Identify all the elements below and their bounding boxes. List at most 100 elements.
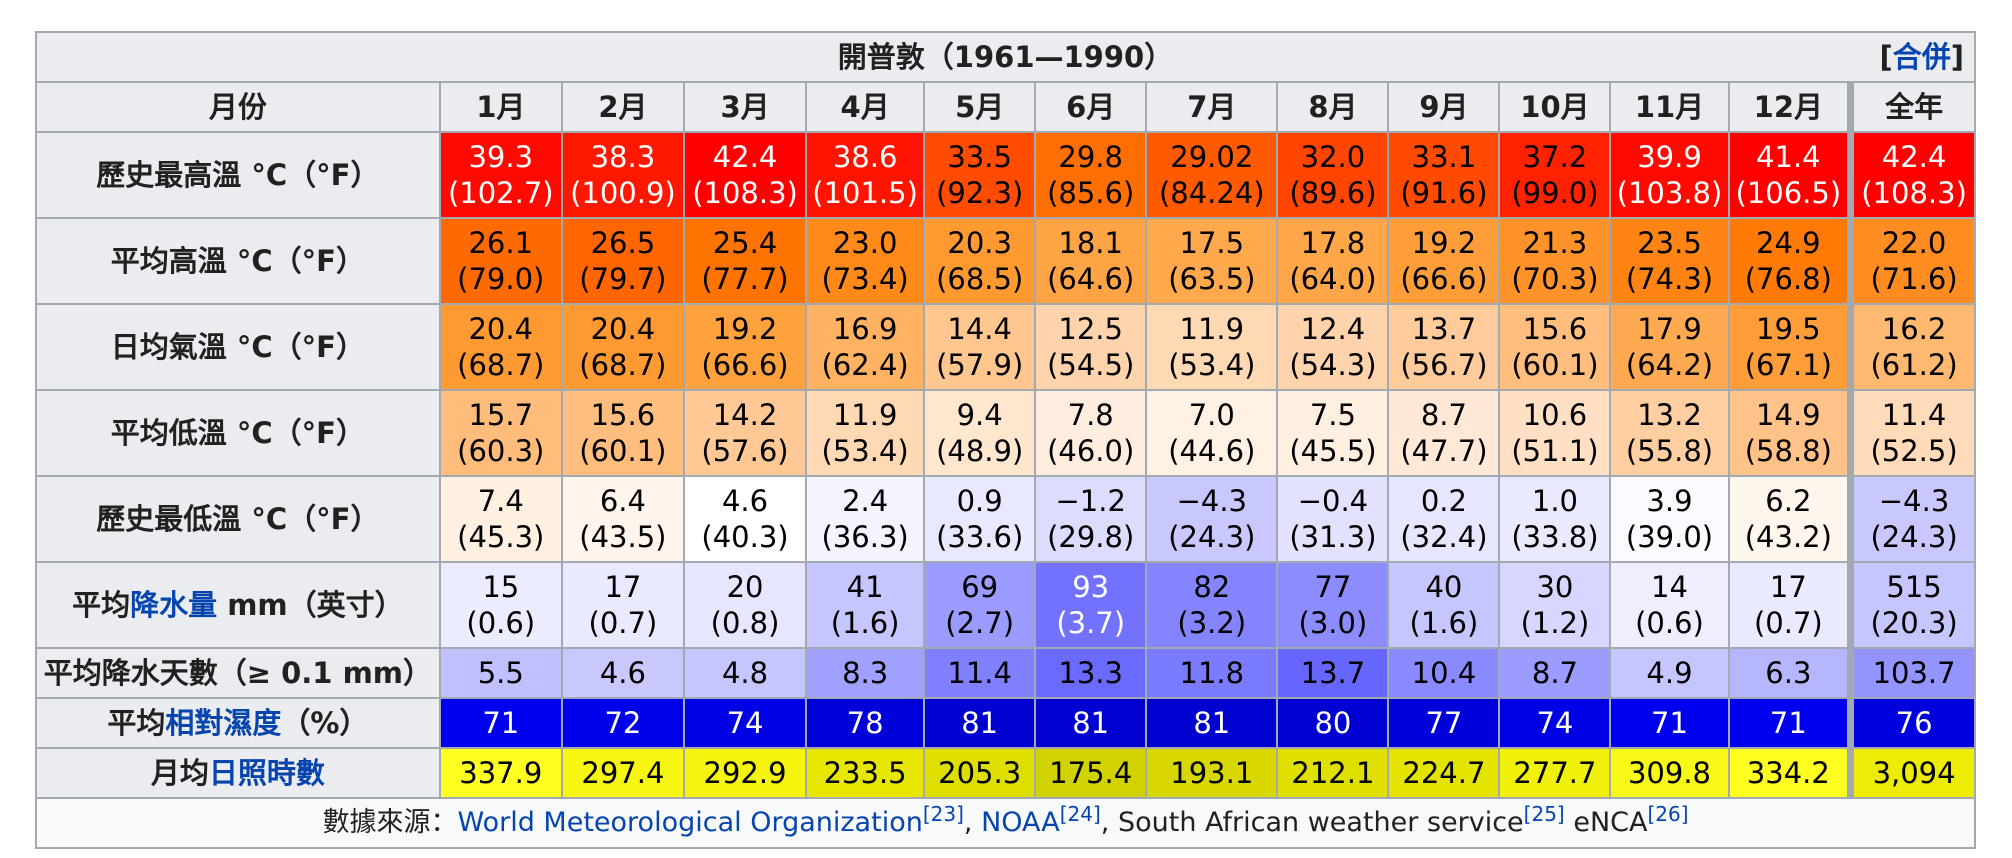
- cell-value-fahrenheit: (53.4): [821, 434, 909, 468]
- month-value-cell: 13.7: [1276, 647, 1390, 699]
- cell-value: 11.9: [832, 398, 898, 432]
- month-value-cell: 81: [1034, 697, 1148, 749]
- cell-value-fahrenheit: (3.2): [1177, 606, 1247, 640]
- cell-value: 7.0: [1188, 398, 1235, 432]
- row-header-link[interactable]: 降水量: [130, 588, 218, 622]
- month-value-cell: 39.9 (103.8): [1609, 131, 1730, 219]
- cell-value-fahrenheit: (24.3): [1870, 520, 1958, 554]
- cell-value-fahrenheit: (70.3): [1511, 262, 1599, 296]
- month-value-cell: 14.4 (57.9): [923, 303, 1037, 391]
- cell-value: 16.2: [1881, 312, 1947, 346]
- month-value-cell: 33.1 (91.6): [1387, 131, 1501, 219]
- row-header-link[interactable]: 日照時數: [208, 756, 325, 790]
- cell-value-fahrenheit: (66.6): [1400, 262, 1488, 296]
- cell-value: 6.2: [1765, 484, 1812, 518]
- source-link[interactable]: World Meteorological Organization: [457, 807, 923, 838]
- cell-value-fahrenheit: (55.8): [1625, 434, 1714, 468]
- cell-value: 14.4: [947, 312, 1012, 346]
- reference-link[interactable]: [24]: [1059, 802, 1101, 826]
- cell-value-fahrenheit: (100.9): [570, 176, 676, 210]
- month-value-cell: 297.4: [560, 747, 685, 799]
- reference-link[interactable]: [23]: [922, 802, 964, 826]
- cell-value: 41.4: [1756, 140, 1821, 174]
- cell-value: 11.4: [947, 656, 1012, 690]
- cell-value: 7.4: [477, 484, 524, 518]
- month-header: 4月: [805, 81, 926, 133]
- cell-value: 17.8: [1300, 226, 1366, 260]
- cell-value-fahrenheit: (36.3): [821, 520, 909, 554]
- cell-value: 20.4: [590, 312, 656, 346]
- table-row: 平均降水天數（≥ 0.1 mm） 5.5 4.6 4.8 8.3 11.4 13.3 11.8…: [35, 647, 1977, 699]
- cell-value: 10.6: [1522, 398, 1588, 432]
- source-separator: ,: [963, 807, 982, 838]
- month-value-cell: 12.5 (54.5): [1034, 303, 1148, 391]
- cell-value-fahrenheit: (1.6): [1409, 606, 1479, 640]
- cell-value: −4.3: [1878, 484, 1950, 518]
- cell-value: 39.3: [468, 140, 534, 174]
- cell-value: 80: [1314, 706, 1352, 740]
- row-header: 平均高溫 °C（°F）: [35, 217, 441, 305]
- month-value-cell: 42.4 (108.3): [682, 131, 808, 219]
- climate-table-container: 開普敦（1961—1990） [合併] 月份 1月 2月 3月 4月 5月 6月 7月 8月 9…: [35, 31, 1977, 849]
- cell-value-fahrenheit: (43.5): [579, 520, 667, 554]
- cell-value-fahrenheit: (68.7): [457, 348, 545, 382]
- cell-value-fahrenheit: (47.7): [1400, 434, 1488, 468]
- cell-value-fahrenheit: (20.3): [1870, 606, 1958, 640]
- month-value-cell: 7.0 (44.6): [1145, 389, 1279, 477]
- cell-value: 13.3: [1058, 656, 1123, 690]
- month-header: 6月: [1034, 81, 1148, 133]
- month-value-cell: 29.02 (84.24): [1145, 131, 1279, 219]
- month-value-cell: 38.3 (100.9): [560, 131, 685, 219]
- cell-value-fahrenheit: (103.8): [1616, 176, 1723, 210]
- month-value-cell: 32.0 (89.6): [1276, 131, 1390, 219]
- cell-value: 19.5: [1756, 312, 1821, 346]
- month-value-cell: 13.2 (55.8): [1609, 389, 1730, 477]
- merge-link[interactable]: 合併: [1892, 40, 1951, 74]
- month-header: 8月: [1276, 81, 1390, 133]
- cell-value-fahrenheit: (60.1): [579, 434, 667, 468]
- cell-value-fahrenheit: (51.1): [1511, 434, 1599, 468]
- reference-link[interactable]: [26]: [1647, 802, 1689, 826]
- month-value-cell: 71: [438, 697, 563, 749]
- month-value-cell: 17.5 (63.5): [1145, 217, 1279, 305]
- cell-value-fahrenheit: (64.0): [1289, 262, 1377, 296]
- cell-value: 74: [1536, 706, 1574, 740]
- cell-value-fahrenheit: (91.6): [1400, 176, 1488, 210]
- cell-value: 12.5: [1058, 312, 1123, 346]
- cell-value: 69: [961, 570, 999, 604]
- month-value-cell: 23.0 (73.4): [805, 217, 926, 305]
- cell-value: 71: [1651, 706, 1688, 740]
- cell-value-fahrenheit: (61.2): [1870, 348, 1958, 382]
- cell-value: 22.0: [1881, 226, 1947, 260]
- reference-link[interactable]: [25]: [1523, 802, 1565, 826]
- row-header: 平均相對濕度（%）: [35, 697, 441, 749]
- cell-value-fahrenheit: (68.7): [579, 348, 667, 382]
- row-header-text: 平均降水天數（≥ 0.1 mm）: [43, 656, 433, 690]
- cell-value: 18.1: [1058, 226, 1123, 260]
- table-row: 月均日照時數 337.9 297.4 292.9 233.5 205.3 175.4 193.…: [35, 747, 1977, 799]
- month-value-cell: 20.4 (68.7): [438, 303, 563, 391]
- month-value-cell: 26.5 (79.7): [560, 217, 685, 305]
- month-value-cell: 37.2 (99.0): [1498, 131, 1612, 219]
- month-value-cell: 309.8: [1609, 747, 1730, 799]
- month-value-cell: 38.6 (101.5): [805, 131, 926, 219]
- month-value-cell: 4.8: [682, 647, 808, 699]
- month-value-cell: 13.3: [1034, 647, 1148, 699]
- month-value-cell: 14 (0.6): [1609, 561, 1730, 649]
- row-header-link[interactable]: 相對濕度: [165, 706, 282, 740]
- cell-value: 37.2: [1522, 140, 1588, 174]
- month-value-cell: 8.7 (47.7): [1387, 389, 1501, 477]
- table-row: 歷史最低溫 °C（°F） 7.4 (45.3) 6.4 (43.5) 4.6 (40.3) 2…: [35, 475, 1977, 563]
- month-value-cell: −1.2 (29.8): [1034, 475, 1148, 563]
- cell-value: −0.4: [1297, 484, 1369, 518]
- month-value-cell: 77 (3.0): [1276, 561, 1390, 649]
- source-link[interactable]: NOAA: [981, 807, 1060, 838]
- cell-value: 0.2: [1420, 484, 1467, 518]
- climate-table-body: 歷史最高溫 °C（°F） 39.3 (102.7) 38.3 (100.9) 42.4 (1…: [35, 131, 1977, 799]
- month-value-cell: 7.5 (45.5): [1276, 389, 1390, 477]
- cell-value-fahrenheit: (56.7): [1400, 348, 1488, 382]
- month-value-cell: 11.4: [923, 647, 1037, 699]
- month-value-cell: 9.4 (48.9): [923, 389, 1037, 477]
- cell-value: 7.5: [1309, 398, 1356, 432]
- cell-value: 15: [482, 570, 520, 604]
